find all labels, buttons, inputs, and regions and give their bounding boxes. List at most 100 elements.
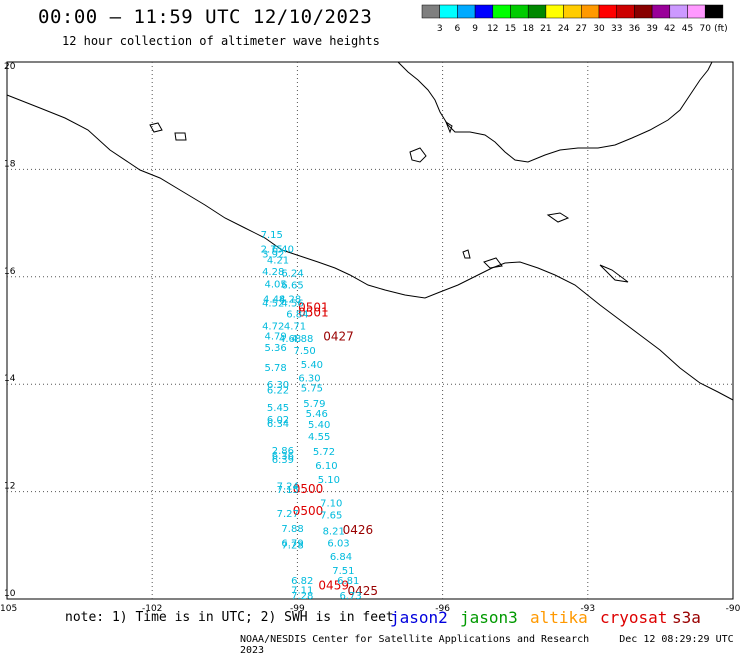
chart-subtitle: 12 hour collection of altimeter wave hei… [62,34,380,48]
island [444,120,453,134]
swh-value-label: 5.72 [313,447,335,458]
yucatan-coastline [397,61,713,163]
colorbar: 3 6 9 12 15 18 21 24 27 30 33 36 39 42 45 70 (ft) [421,4,728,34]
island [462,249,471,259]
colorbar-label: 3 [437,24,443,34]
y-tick-label: 20 [4,62,16,72]
colorbar-label: 70 [699,24,711,34]
pass-time-label: 0426 [343,523,374,537]
swh-value-label: 6.82 [291,576,313,587]
swh-value-label: 6.30 [298,374,320,385]
colorbar-label: 18 [522,24,534,34]
colorbar-swatch [421,4,440,19]
x-tick-label: -105 [0,604,17,614]
colorbar-label: 9 [472,24,478,34]
colorbar-swatch [510,4,529,19]
grid-lines [7,62,733,599]
swh-value-label: 6.39 [272,455,294,466]
swh-value-label: 4.68 [279,334,301,345]
colorbar-swatch [687,4,706,19]
island [174,132,187,141]
colorbar-swatch [457,4,476,19]
colorbar-label: 6 [455,24,461,34]
swh-value-label: 6.81 [337,576,359,587]
swh-value-label: 3.92 [262,249,284,260]
x-tick-label: -93 [580,604,595,614]
y-tick-label: 16 [4,267,16,277]
swh-value-label: 4.21 [267,255,289,266]
map-frame [6,61,734,600]
colorbar-label: 24 [558,24,570,34]
swh-value-label: 7.65 [320,510,342,521]
swh-value-label: 2.75 [261,245,283,256]
y-tick-label: 10 [4,589,16,599]
swh-value-label: 6.03 [327,538,349,549]
footer-credit-line: NOAA/NESDIS Center for Satellite Applica… [240,634,740,656]
legend-item-altika: altika [530,608,588,627]
x-tick-label: -96 [435,604,450,614]
colorbar-label: 21 [540,24,551,34]
swh-value-label: 7.15 [261,230,283,241]
colorbar-label: 27 [576,24,587,34]
colorbar-label: 42 [664,24,675,34]
legend-item-jason2: jason2 [390,608,448,627]
swh-value-label: 7.51 [332,566,354,577]
swh-value-label: 4.55 [308,432,330,443]
pass-time-label: 0459 [318,578,349,592]
pass-time-label: 0501 [298,306,329,320]
colorbar-swatch [669,4,688,19]
colorbar-label: 15 [505,24,516,34]
axis-ticks: -105 -102 -99 -96 -93 -90 20 18 16 14 12 10 [0,62,740,614]
colorbar-label: 12 [487,24,498,34]
pass-time-label: 0500 [293,504,324,518]
x-tick-label: -99 [290,604,305,614]
legend-item-s3a: s3a [672,608,701,627]
swh-value-label: 6.84 [286,310,308,321]
swh-value-label: 7.50 [294,346,316,357]
swh-value-label: 2.86 [272,446,294,457]
swh-value-label: 6.40 [272,245,294,256]
swh-value-label: 6.24 [281,268,303,279]
swh-value-label: 6.84 [330,552,352,563]
swh-value-label: 7.28 [291,591,313,602]
swh-value-label: 7.88 [281,524,303,535]
swh-value-label: 6.79 [281,538,303,549]
swh-value-label: 6.73 [340,591,362,602]
colorbar-label: 33 [611,24,622,34]
colorbar-label: 30 [593,24,605,34]
colorbar-swatch [581,4,600,19]
colorbar-swatch [439,4,458,19]
swh-value-label: 6.30 [267,380,289,391]
swh-value-label: 7.27 [277,509,299,520]
colorbar-label: 39 [646,24,658,34]
footer-credit: NOAA/NESDIS Center for Satellite Applica… [240,634,590,645]
swh-value-label: 5.46 [306,409,328,420]
colorbar-swatch [545,4,564,19]
pass-time-label: 0425 [347,584,378,598]
swh-value-label: 5.40 [301,360,323,371]
swh-value-label: 5.10 [318,475,340,486]
swh-value-label: 4.28 [262,267,284,278]
swh-value-label: 4.88 [291,334,313,345]
swh-value-label: 5.40 [308,420,330,431]
swh-value-label: 5.75 [301,384,323,395]
coastline [6,61,734,401]
chart-title: 00:00 – 11:59 UTC 12/10/2023 [38,6,373,28]
swh-value-label: 4.56 [281,298,303,309]
colorbar-label: 36 [629,24,641,34]
colorbar-swatch [563,4,582,19]
swh-value-label: 4.52 [262,298,284,309]
swh-value-label: 4.71 [284,321,306,332]
legend-item-jason3: jason3 [460,608,518,627]
swh-value-label: 6.65 [281,281,303,292]
island [546,212,570,223]
colorbar-swatch [598,4,617,19]
swh-value-label: 6.02 [267,415,289,426]
swh-value-label: 4.72 [262,321,284,332]
swh-value-label: 7.15 [277,485,299,496]
swh-value-label: 8.21 [323,527,345,538]
footer-note: note: 1) Time is in UTC; 2) SWH is in fe… [65,610,394,625]
